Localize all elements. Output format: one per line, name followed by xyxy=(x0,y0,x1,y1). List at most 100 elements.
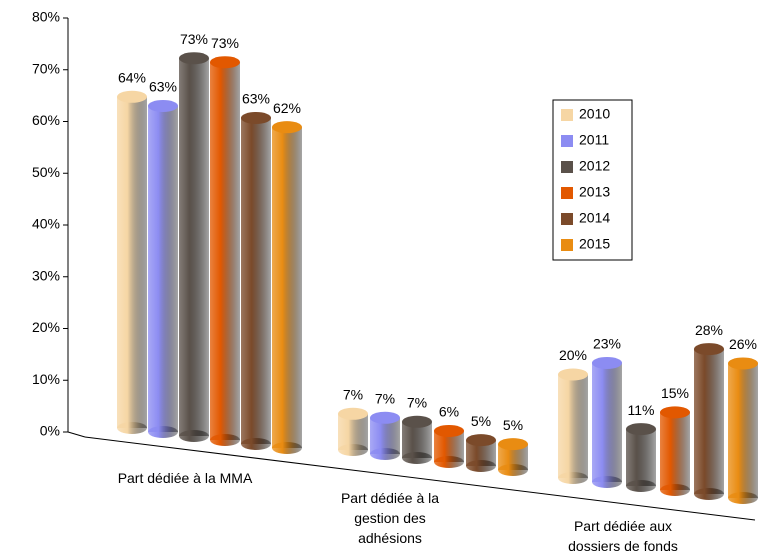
value-label: 64% xyxy=(118,70,146,86)
cylinder-body xyxy=(660,412,690,490)
y-tick-label: 0% xyxy=(40,423,60,439)
cylinder-bottom xyxy=(592,476,622,488)
cylinder-top xyxy=(338,407,368,420)
cylinder-top xyxy=(466,434,496,447)
y-tick-label: 70% xyxy=(32,60,60,76)
cylinder-top xyxy=(498,438,528,451)
legend-label: 2010 xyxy=(579,106,610,122)
y-tick-label: 20% xyxy=(32,319,60,335)
x-tick-label: Part dédiée à la MMA xyxy=(117,470,253,486)
cylinder-body xyxy=(626,429,656,486)
value-label: 26% xyxy=(729,336,757,352)
cylinder xyxy=(466,434,496,472)
cylinder-body xyxy=(338,413,368,450)
value-label: 6% xyxy=(439,404,459,420)
cylinder-top xyxy=(210,56,240,69)
value-label: 5% xyxy=(471,413,491,429)
cylinder-bottom xyxy=(466,460,496,472)
legend-swatch xyxy=(561,109,573,121)
legend-label: 2011 xyxy=(579,132,609,148)
cylinder-bottom xyxy=(728,492,758,504)
cylinder-top xyxy=(241,111,271,124)
cylinder-body xyxy=(210,62,240,440)
legend-label: 2012 xyxy=(579,158,610,174)
cylinder-top xyxy=(626,423,656,436)
cylinder-body xyxy=(241,117,271,444)
cylinder-top xyxy=(694,343,724,356)
x-tick-label: Part dédiée à la gestion des adhésions xyxy=(340,490,440,546)
cylinder-top xyxy=(592,356,622,369)
cylinder-bottom xyxy=(498,464,528,476)
value-label: 15% xyxy=(661,385,689,401)
cylinder-body xyxy=(728,363,758,498)
cylinder xyxy=(241,111,271,450)
cylinder xyxy=(370,411,400,460)
legend-swatch xyxy=(561,161,573,173)
cylinder-top xyxy=(272,121,302,134)
cylinder-body xyxy=(179,58,209,436)
cylinder-bottom xyxy=(558,472,588,484)
cylinder-bottom xyxy=(370,448,400,460)
cylinder xyxy=(338,407,368,456)
cylinder xyxy=(210,56,240,446)
cylinder xyxy=(402,415,432,464)
cylinder-body xyxy=(370,417,400,454)
legend-label: 2015 xyxy=(579,236,610,252)
x-tick-label: Part dédiée aux dossiers de fonds xyxy=(568,518,678,554)
value-label: 63% xyxy=(149,79,177,95)
cylinder-bottom xyxy=(434,456,464,468)
cylinder xyxy=(694,343,724,500)
cylinder-bottom xyxy=(660,484,690,496)
cylinder-bottom xyxy=(117,422,147,434)
legend-box xyxy=(552,99,633,261)
cylinder-bottom xyxy=(338,444,368,456)
cylinder-body xyxy=(117,96,147,429)
cylinder xyxy=(434,424,464,468)
cylinder xyxy=(498,438,528,476)
cylinder-body xyxy=(148,105,178,432)
cylinder-bottom xyxy=(626,480,656,492)
value-label: 20% xyxy=(559,347,587,363)
cylinder xyxy=(272,121,302,454)
value-label: 23% xyxy=(593,336,621,352)
y-tick-label: 30% xyxy=(32,267,60,283)
cylinder-bottom xyxy=(210,434,240,446)
floor-front xyxy=(84,436,756,521)
cylinder-body xyxy=(558,374,588,478)
cylinder xyxy=(148,99,178,438)
cylinder-bottom xyxy=(148,426,178,438)
cylinder-bottom xyxy=(694,488,724,500)
legend-swatch xyxy=(561,135,573,147)
value-label: 7% xyxy=(375,390,395,406)
cylinder-top xyxy=(434,424,464,437)
value-label: 11% xyxy=(628,402,655,418)
legend-swatch xyxy=(561,187,573,199)
legend-label: 2014 xyxy=(579,210,610,226)
floor-edge xyxy=(67,431,86,438)
legend-swatch xyxy=(561,213,573,225)
cylinder xyxy=(728,357,758,504)
cylinder-top xyxy=(558,368,588,381)
cylinder-top xyxy=(370,411,400,424)
cylinder-top xyxy=(179,52,209,65)
value-label: 63% xyxy=(242,91,270,107)
value-label: 5% xyxy=(503,417,523,433)
value-label: 28% xyxy=(695,322,723,338)
cylinder-body xyxy=(694,349,724,494)
cylinder-bottom xyxy=(241,438,271,450)
legend-swatch xyxy=(561,239,573,251)
cylinder-body xyxy=(402,421,432,458)
legend-label: 2013 xyxy=(579,184,610,200)
value-label: 7% xyxy=(407,394,427,410)
cylinder xyxy=(660,406,690,496)
y-tick-label: 50% xyxy=(32,164,60,180)
value-label: 73% xyxy=(180,31,208,47)
value-label: 62% xyxy=(273,100,301,116)
cylinder xyxy=(626,423,656,492)
cylinder-top xyxy=(402,415,432,428)
value-label: 73% xyxy=(211,35,239,51)
cylinder-body xyxy=(272,127,302,449)
cylinder xyxy=(117,90,147,434)
